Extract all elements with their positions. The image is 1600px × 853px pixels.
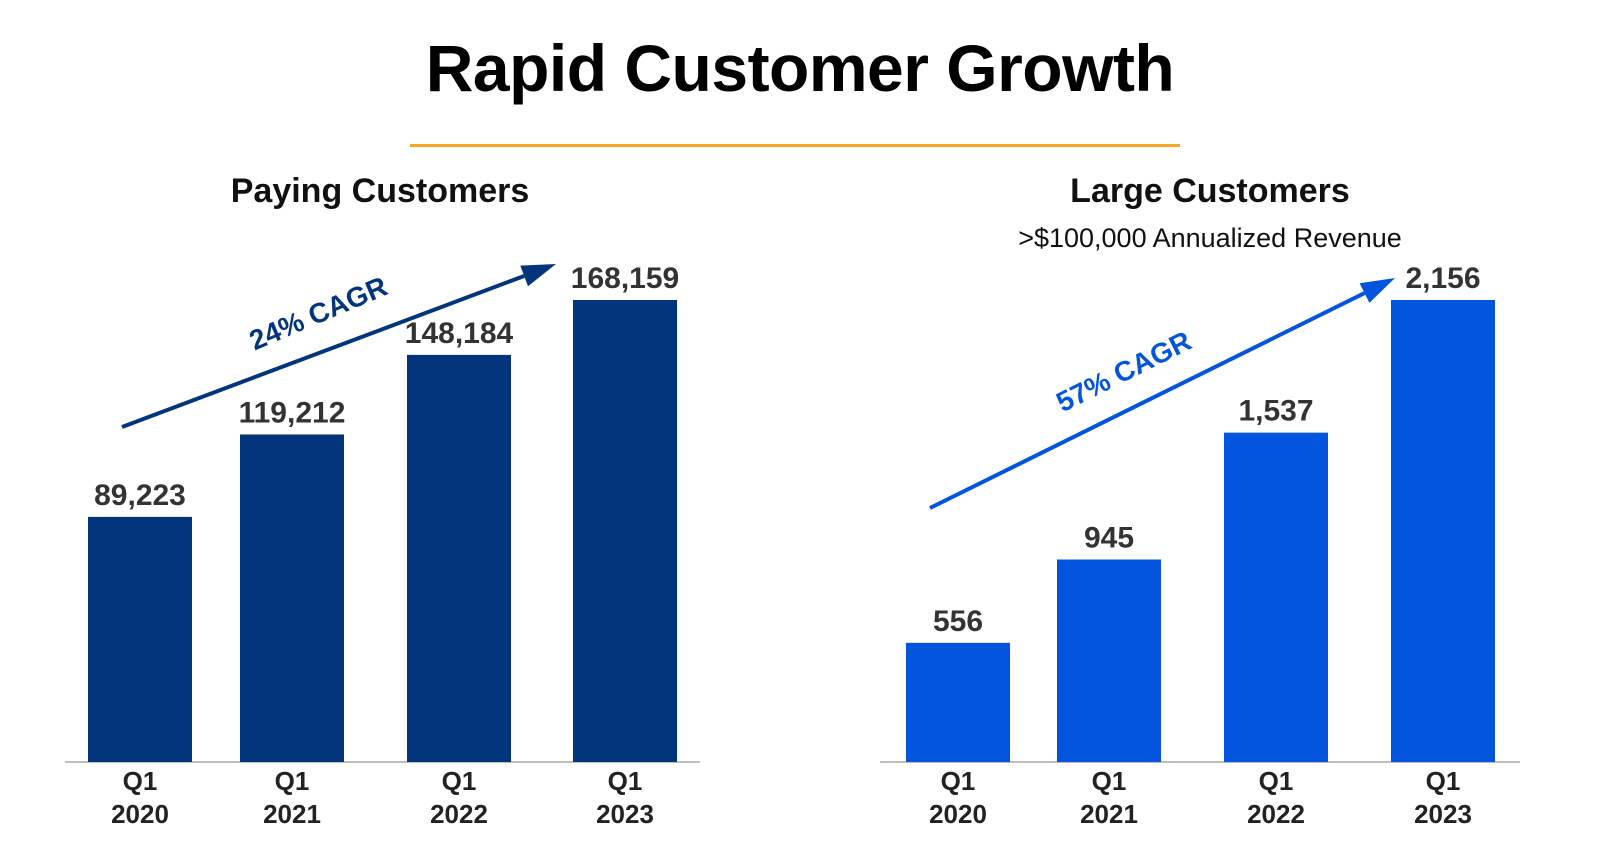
chart-title-large-customers: Large Customers <box>1070 172 1350 210</box>
large-customers-value-label-2: 945 <box>1084 522 1134 555</box>
page-title: Rapid Customer Growth <box>425 31 1175 105</box>
title-underline <box>410 144 1180 147</box>
paying-customers-bar-2 <box>240 434 344 762</box>
paying-customers-cagr-label: 24% CAGR <box>245 270 392 356</box>
large-customers-bar-1 <box>906 642 1010 762</box>
paying-customers-value-label-1: 89,223 <box>94 479 186 512</box>
paying-customers-tick-label-year-4: 2023 <box>596 799 654 829</box>
paying-customers-tick-label-year-2: 2021 <box>263 799 321 829</box>
paying-customers-tick-label-q-1: Q1 <box>123 766 158 796</box>
paying-customers-trend-arrow-line <box>121 274 525 429</box>
large-customers-tick-label-q-4: Q1 <box>1426 766 1461 796</box>
large-customers-cagr-label: 57% CAGR <box>1051 325 1196 418</box>
paying-customers-chart: 89,223Q12020119,212Q12021148,184Q1202216… <box>65 262 700 829</box>
large-customers-tick-label-year-2: 2021 <box>1080 799 1138 829</box>
large-customers-bar-4 <box>1391 300 1495 762</box>
large-customers-value-label-4: 2,156 <box>1405 262 1480 295</box>
large-customers-value-label-1: 556 <box>933 605 983 638</box>
paying-customers-bar-1 <box>88 516 192 762</box>
large-customers-tick-label-q-1: Q1 <box>941 766 976 796</box>
paying-customers-tick-label-year-3: 2022 <box>430 799 488 829</box>
large-customers-tick-label-q-2: Q1 <box>1092 766 1127 796</box>
paying-customers-trend-arrow-head <box>520 264 556 287</box>
large-customers-trend-arrow-line <box>929 291 1366 510</box>
large-customers-bar-3 <box>1224 432 1328 762</box>
paying-customers-bar-4 <box>573 300 677 762</box>
large-customers-value-label-3: 1,537 <box>1238 395 1313 428</box>
paying-customers-value-label-2: 119,212 <box>239 396 346 429</box>
large-customers-chart: 556Q12020945Q120211,537Q120222,156Q12023… <box>880 262 1520 829</box>
large-customers-tick-label-year-1: 2020 <box>929 799 987 829</box>
paying-customers-value-label-4: 168,159 <box>571 262 679 295</box>
paying-customers-tick-label-q-2: Q1 <box>275 766 310 796</box>
chart-title-paying-customers: Paying Customers <box>230 172 530 210</box>
paying-customers-bar-3 <box>407 354 511 762</box>
paying-customers-tick-label-year-1: 2020 <box>111 799 169 829</box>
large-customers-tick-label-year-3: 2022 <box>1247 799 1305 829</box>
chart-subtitle-large-customers: >$100,000 Annualized Revenue <box>1018 223 1402 253</box>
paying-customers-tick-label-q-3: Q1 <box>442 766 477 796</box>
paying-customers-tick-label-q-4: Q1 <box>608 766 643 796</box>
large-customers-tick-label-q-3: Q1 <box>1259 766 1294 796</box>
large-customers-trend-arrow-head <box>1359 278 1395 303</box>
paying-customers-value-label-3: 148,184 <box>405 317 514 350</box>
large-customers-tick-label-year-4: 2023 <box>1414 799 1472 829</box>
large-customers-bar-2 <box>1057 559 1161 762</box>
